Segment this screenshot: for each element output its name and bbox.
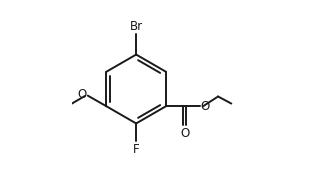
- Text: F: F: [133, 143, 140, 156]
- Text: O: O: [180, 127, 189, 140]
- Text: O: O: [77, 88, 86, 101]
- Text: O: O: [201, 100, 210, 113]
- Text: Br: Br: [130, 20, 143, 33]
